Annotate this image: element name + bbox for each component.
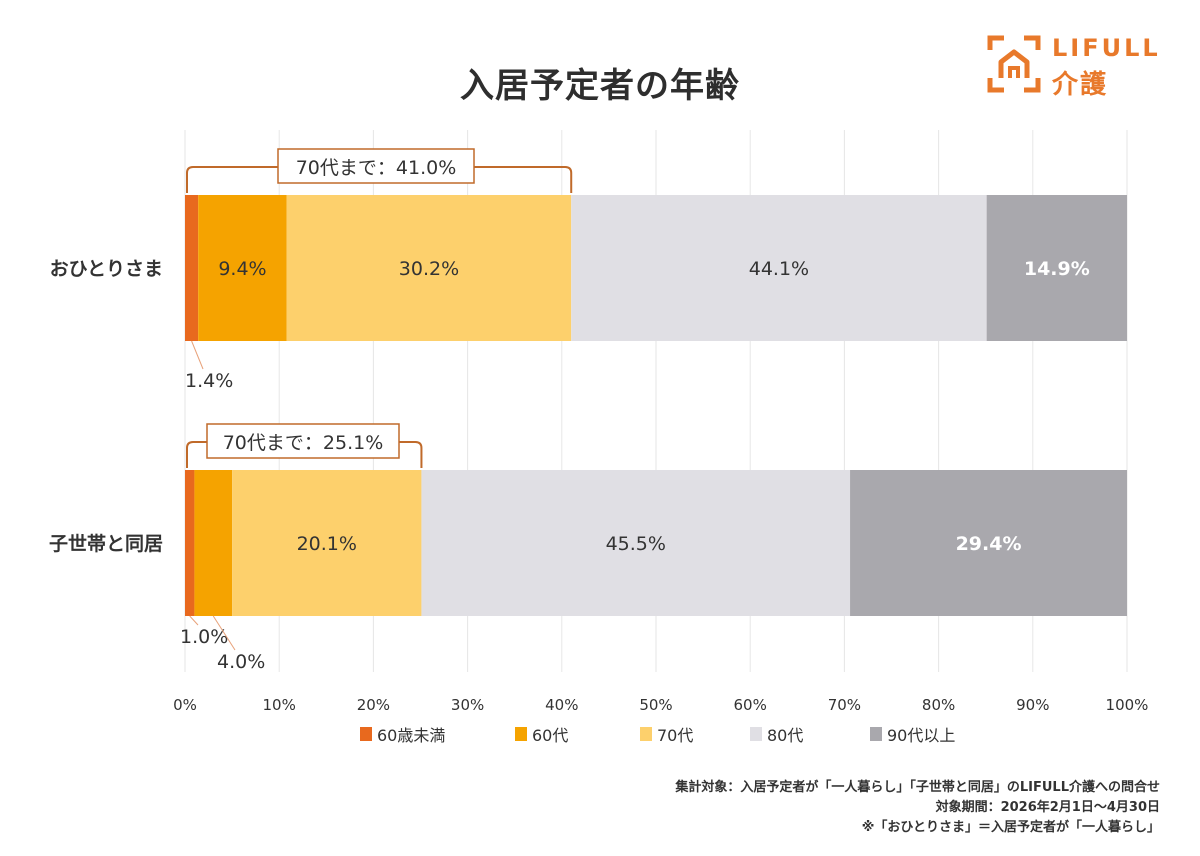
bar-segment (185, 470, 195, 616)
stacked-bar-chart: 0% 10% 20% 30% 40% 50% 60% 70% 80% 90% 100% おひとりさま子… (49, 130, 1149, 745)
legend-swatch (870, 727, 882, 741)
bracket-label: 70代まで：25.1% (223, 432, 384, 454)
footnote-3: ※「おひとりさま」＝入居予定者が「一人暮らし」 (861, 820, 1160, 835)
bracket-label-box (206, 423, 400, 459)
bracket-label-box (277, 148, 475, 184)
bar-segment (185, 195, 199, 341)
logo-subtext: 介護 (1052, 70, 1109, 100)
legend-label: 60代 (532, 726, 568, 745)
x-tick-label: 80% (922, 696, 955, 714)
category-label: 子世帯と同居 (49, 532, 163, 555)
x-tick-label: 60% (734, 696, 767, 714)
legend-swatch (360, 727, 372, 741)
data-label: 20.1% (297, 533, 357, 555)
data-label: 9.4% (218, 258, 266, 280)
legend-label: 70代 (657, 726, 693, 745)
chart-title: 入居予定者の年齢 (460, 66, 740, 106)
category-label: おひとりさま (50, 258, 163, 280)
x-tick-label: 100% (1106, 696, 1149, 714)
legend-swatch (750, 727, 762, 741)
bar-segment (850, 470, 1127, 616)
bar-segment (198, 195, 287, 341)
footnote-1: 集計対象：入居予定者が「一人暮らし」「子世帯と同居」のLIFULL介護への問合せ (675, 780, 1160, 795)
footnote-2: 対象期間：2026年2月1日〜4月30日 (935, 800, 1160, 815)
house-logo-icon (987, 35, 1041, 93)
legend-label: 80代 (767, 726, 803, 745)
bar-segment (421, 470, 851, 616)
bracket-label: 70代まで：41.0% (296, 157, 457, 179)
footnotes: 集計対象：入居予定者が「一人暮らし」「子世帯と同居」のLIFULL介護への問合せ… (675, 778, 1160, 838)
bar-segment (232, 470, 422, 616)
leader-line (191, 340, 204, 370)
data-label: 30.2% (399, 258, 459, 280)
leader-line (212, 615, 236, 651)
x-tick-label: 90% (1016, 696, 1049, 714)
data-label: 45.5% (606, 533, 666, 555)
data-label: 4.0% (217, 651, 265, 673)
bar-segment (194, 470, 233, 616)
legend-label: 90代以上 (887, 726, 955, 745)
x-tick-label: 30% (451, 696, 484, 714)
x-tick-label: 70% (828, 696, 861, 714)
x-tick-label: 50% (639, 696, 672, 714)
legend-swatch (640, 727, 652, 741)
logo-text: LIFULL (1052, 34, 1161, 62)
legend-swatch (515, 727, 527, 741)
legend-label: 60歳未満 (377, 726, 445, 745)
bar-segment (571, 195, 987, 341)
x-tick-label: 10% (263, 696, 296, 714)
bar-segment (986, 195, 1127, 341)
x-tick-label: 20% (357, 696, 390, 714)
bar-segment (286, 195, 572, 341)
data-label: 1.0% (180, 626, 228, 648)
leader-line (189, 615, 199, 626)
data-label: 44.1% (749, 258, 809, 280)
x-tick-label: 40% (545, 696, 578, 714)
lifull-logo: LIFULL 介護 (986, 34, 1176, 100)
x-tick-label: 0% (173, 696, 197, 714)
data-label: 29.4% (956, 533, 1022, 555)
data-label: 14.9% (1024, 258, 1090, 280)
data-label: 1.4% (185, 370, 233, 392)
